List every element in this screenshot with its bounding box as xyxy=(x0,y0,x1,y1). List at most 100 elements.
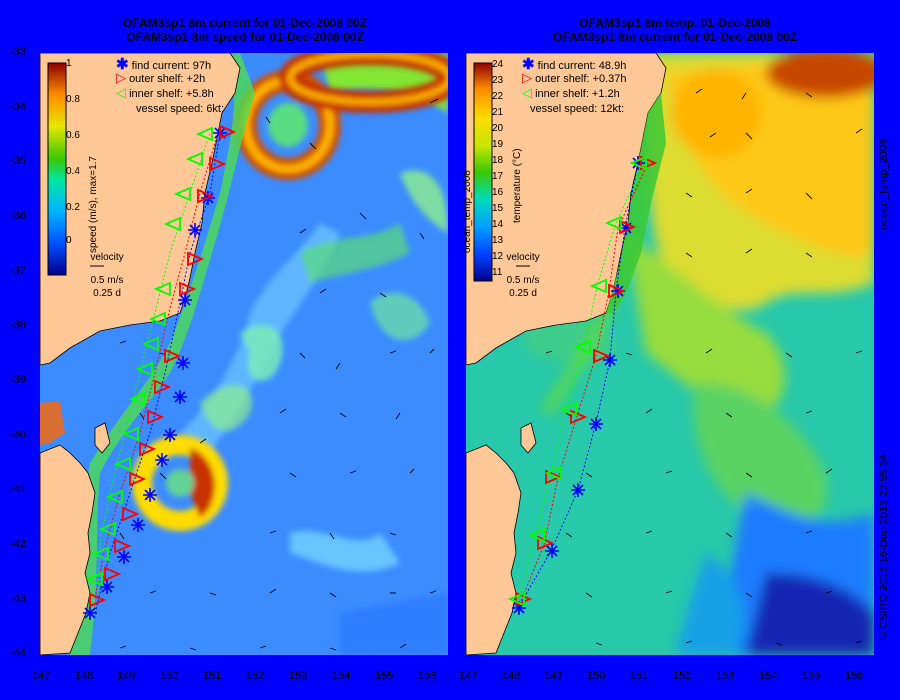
y-tick: -36 xyxy=(10,210,26,222)
y-tick: -40 xyxy=(10,429,26,441)
triangle-left-icon: ◁ xyxy=(116,85,126,100)
colorbar-tick: 23 xyxy=(492,75,504,86)
colorbar-tick: 16 xyxy=(492,187,504,198)
x-tick: 154 xyxy=(332,670,351,682)
colorbar-side-label: ocean_temp_2008 xyxy=(462,170,473,253)
legend-find: ✱ find current: 97h xyxy=(116,55,211,73)
island xyxy=(94,422,111,454)
tasmania xyxy=(466,444,522,655)
velocity-key: velocity 0.5 m/s 0.25 d xyxy=(72,251,142,300)
x-tick: 148 xyxy=(75,670,94,682)
outer-shelf-markers xyxy=(89,124,237,608)
legend-find-label: find current: 97h xyxy=(131,60,212,72)
colorbar-tick: 0.2 xyxy=(66,202,80,213)
tasmania xyxy=(40,444,96,655)
legend-inner: ◁ inner shelf: +5.8h xyxy=(116,85,214,101)
inner-shelf-markers xyxy=(85,126,213,587)
inner-shelf-markers xyxy=(507,155,647,607)
left-map-panel: ✱ find current: 97h ▷ outer shelf: +2h ◁… xyxy=(40,53,448,655)
right-title-line1: OFAM3sp1 8m temp. 01-Dec-2008 xyxy=(579,16,771,30)
colorbar-tick: 0 xyxy=(66,235,72,246)
legend-find: ✱ find current: 48.9h xyxy=(522,55,626,73)
x-tick: 156 xyxy=(845,670,864,682)
island xyxy=(520,422,537,454)
x-tick: 155 xyxy=(375,670,394,682)
mainland xyxy=(466,53,667,366)
inner-shelf-track xyxy=(517,162,645,599)
bass-strait-strip xyxy=(40,401,65,445)
y-tick: -34 xyxy=(10,101,26,113)
left-title-line1: OFAM3sp1 8m current for 01-Dec-2008 00Z xyxy=(122,16,368,30)
colorbar-label: speed (m/s), max=1.7 xyxy=(88,156,99,253)
x-tick: 153 xyxy=(716,670,735,682)
velocity-arrows xyxy=(545,88,863,646)
velocity-key-time: 0.25 d xyxy=(509,288,537,299)
colorbar-tick: 20 xyxy=(492,123,504,134)
x-tick: 149 xyxy=(544,670,563,682)
legend-outer-label: outer shelf: +2h xyxy=(129,73,206,85)
legend-outer-label: outer shelf: +0.37h xyxy=(535,73,627,85)
x-tick: 156 xyxy=(418,670,437,682)
inner-shelf-track xyxy=(97,132,211,594)
x-tick: 150 xyxy=(160,670,179,682)
y-tick: -38 xyxy=(10,319,26,331)
colorbar-tick: 18 xyxy=(492,155,504,166)
x-tick: 150 xyxy=(587,670,606,682)
triangle-left-icon: ◁ xyxy=(522,85,532,100)
x-tick: 152 xyxy=(673,670,692,682)
legend-outer: ▷ outer shelf: +2h xyxy=(116,70,205,86)
velocity-key-title: velocity xyxy=(506,252,540,263)
colorbar-tick: 0.8 xyxy=(66,94,80,105)
x-tick: 147 xyxy=(459,670,478,682)
right-map-panel: ✱ find current: 48.9h ▷ outer shelf: +0.… xyxy=(462,53,874,655)
triangle-right-icon: ▷ xyxy=(116,70,126,85)
colorbar-tick: 14 xyxy=(492,219,504,230)
right-map xyxy=(466,53,874,655)
y-tick: -37 xyxy=(10,265,26,277)
outer-shelf-markers xyxy=(515,155,658,607)
y-tick: -41 xyxy=(10,483,26,495)
x-tick: 154 xyxy=(759,670,778,682)
y-tick: -43 xyxy=(10,593,26,605)
x-tick: 149 xyxy=(117,670,136,682)
x-tick: 153 xyxy=(289,670,308,682)
left-title: OFAM3sp1 8m current for 01-Dec-2008 00Z … xyxy=(60,16,430,44)
colorbar-label: temperature (°C) xyxy=(512,148,523,223)
legend-outer: ▷ outer shelf: +0.37h xyxy=(522,70,627,86)
asterisk-icon: ✱ xyxy=(116,56,129,73)
colorbar-tick: 11 xyxy=(492,267,503,278)
left-title-line2: OFAM3sp1 8m speed for 01-Dec-2008 00Z xyxy=(126,30,364,44)
lower-eddy xyxy=(132,435,228,531)
speed-colorbar xyxy=(47,62,67,276)
colorbar-tick: 13 xyxy=(492,235,504,246)
x-tick: 151 xyxy=(630,670,649,682)
legend-find-label: find current: 48.9h xyxy=(537,60,627,72)
colorbar-tick: 17 xyxy=(492,171,504,182)
velocity-key-time: 0.25 d xyxy=(93,288,121,299)
mainland xyxy=(40,53,241,366)
x-tick: 155 xyxy=(802,670,821,682)
asterisk-icon: ✱ xyxy=(522,56,535,73)
colorbar-tick: 19 xyxy=(492,139,504,150)
x-tick: 147 xyxy=(32,670,51,682)
find-current-markers xyxy=(512,156,645,615)
right-title: OFAM3sp1 8m temp. 01-Dec-2008 OFAM3sp1 8… xyxy=(480,16,870,44)
legend-inner: ◁ inner shelf: +1.2h xyxy=(522,85,620,101)
right-title-line2: OFAM3sp1 8m current for 01-Dec-2008 00Z xyxy=(552,30,798,44)
colorbar-tick: 1 xyxy=(66,58,72,69)
upper-eddy xyxy=(235,53,448,180)
velocity-key-speed: 0.5 m/s xyxy=(90,275,124,286)
temperature-colorbar xyxy=(473,62,493,282)
velocity-key-speed: 0.5 m/s xyxy=(506,275,540,286)
colorbar-tick: 15 xyxy=(492,203,504,214)
colorbar-tick: 0.4 xyxy=(66,166,80,177)
legend-inner-label: inner shelf: +1.2h xyxy=(535,88,620,100)
y-tick: -42 xyxy=(10,538,26,550)
y-tick: -35 xyxy=(10,155,26,167)
legend-vessel: vessel speed: 6kt: xyxy=(136,103,225,115)
y-tick: -39 xyxy=(10,374,26,386)
colorbar-tick: 24 xyxy=(492,59,504,70)
copyright-label: © CSIRO 2013 16-Dec-2013 23:55:34 xyxy=(878,453,890,640)
legend-inner-label: inner shelf: +5.8h xyxy=(129,88,214,100)
x-tick: 152 xyxy=(246,670,265,682)
